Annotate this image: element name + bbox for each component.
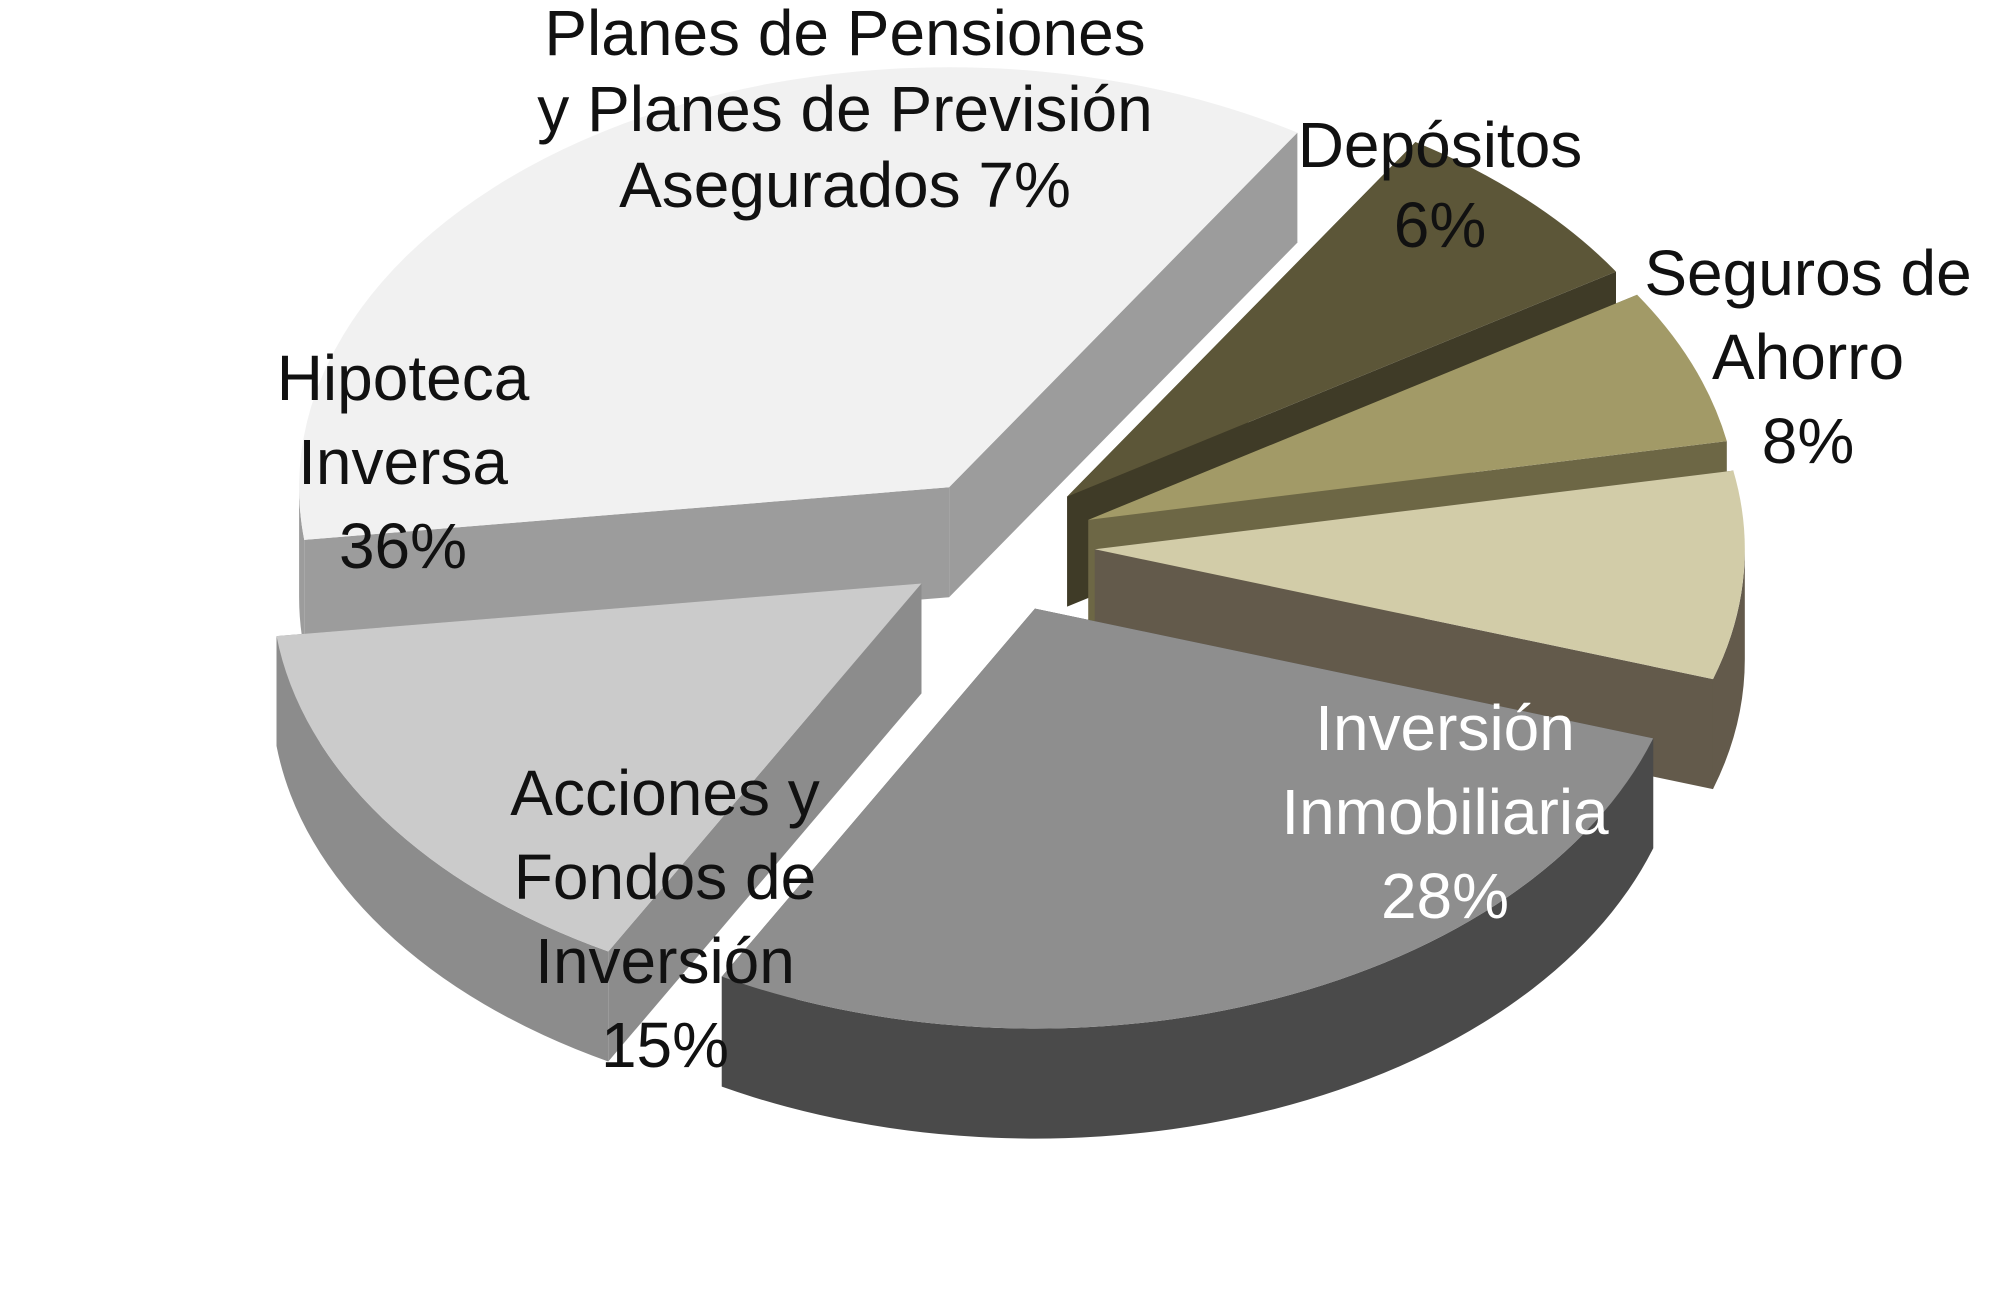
pie-labels: Inversión Inmobiliaria 28% Acciones y Fondos…: [277, 0, 1972, 1081]
slice-depositos-label-line: Depósitos: [1298, 109, 1583, 181]
slice-planes-de-pensiones-y-planes-de-prevision-asegurados-label-line: Planes de Pensiones: [544, 0, 1145, 69]
slice-depositos-percent-label: 6%: [1394, 189, 1487, 261]
slice-seguros-de-ahorro-percent-label: 8%: [1762, 405, 1855, 477]
slice-depositos: [1088, 294, 1727, 520]
slice-acciones-y-fondos-de-inversion-outer-wall-0: [276, 636, 609, 1062]
slice-hipoteca-inversa-label-line: Hipoteca: [277, 342, 530, 414]
slice-acciones-y-fondos-de-inversion-label-line: Fondos de: [514, 841, 816, 913]
slice-hipoteca-inversa-label-line: Inversa: [298, 426, 508, 498]
slice-acciones-y-fondos-de-inversion-label-line: Inversión: [535, 925, 795, 997]
slice-seguros-de-ahorro: [1094, 470, 1745, 680]
slice-acciones-y-fondos-de-inversion: [276, 583, 922, 952]
slice-inversion-inmobiliaria-label-line: Inmobiliaria: [1281, 776, 1609, 848]
slice-inversion-inmobiliaria-outer-wall-0: [721, 738, 1654, 1139]
slice-hipoteca-inversa: [299, 67, 1298, 540]
slice-planes-de-pensiones-y-planes-de-prevision-asegurados-label-line: Asegurados 7%: [619, 149, 1071, 221]
slice-planes-de-pensiones-y-planes-de-prevision-asegurados-label-line: y Planes de Previsión: [537, 73, 1152, 145]
slice-inversion-inmobiliaria-label-line: Inversión: [1315, 692, 1575, 764]
slice-seguros-de-ahorro-label-line: Ahorro: [1712, 321, 1904, 393]
slice-hipoteca-inversa-percent-label: 36%: [339, 510, 467, 582]
pie-tops: [276, 67, 1745, 1029]
slice-seguros-de-ahorro-label-line: Seguros de: [1644, 237, 1971, 309]
slice-planes-de-pensiones-y-planes-de-prevision-asegurados: [1067, 142, 1616, 497]
slice-seguros-de-ahorro-outer-wall-0: [1712, 549, 1745, 790]
slice-hipoteca-inversa-outer-wall-0: [299, 487, 305, 650]
slice-hipoteca-inversa-cut-face-1: [949, 132, 1298, 598]
slice-acciones-y-fondos-de-inversion-percent-label: 15%: [601, 1009, 729, 1081]
slice-acciones-y-fondos-de-inversion-cut-face-0: [608, 583, 922, 1062]
slice-inversion-inmobiliaria: [721, 608, 1654, 1029]
slice-inversion-inmobiliaria-percent-label: 28%: [1381, 860, 1509, 932]
slice-acciones-y-fondos-de-inversion-label-line: Acciones y: [510, 757, 819, 829]
